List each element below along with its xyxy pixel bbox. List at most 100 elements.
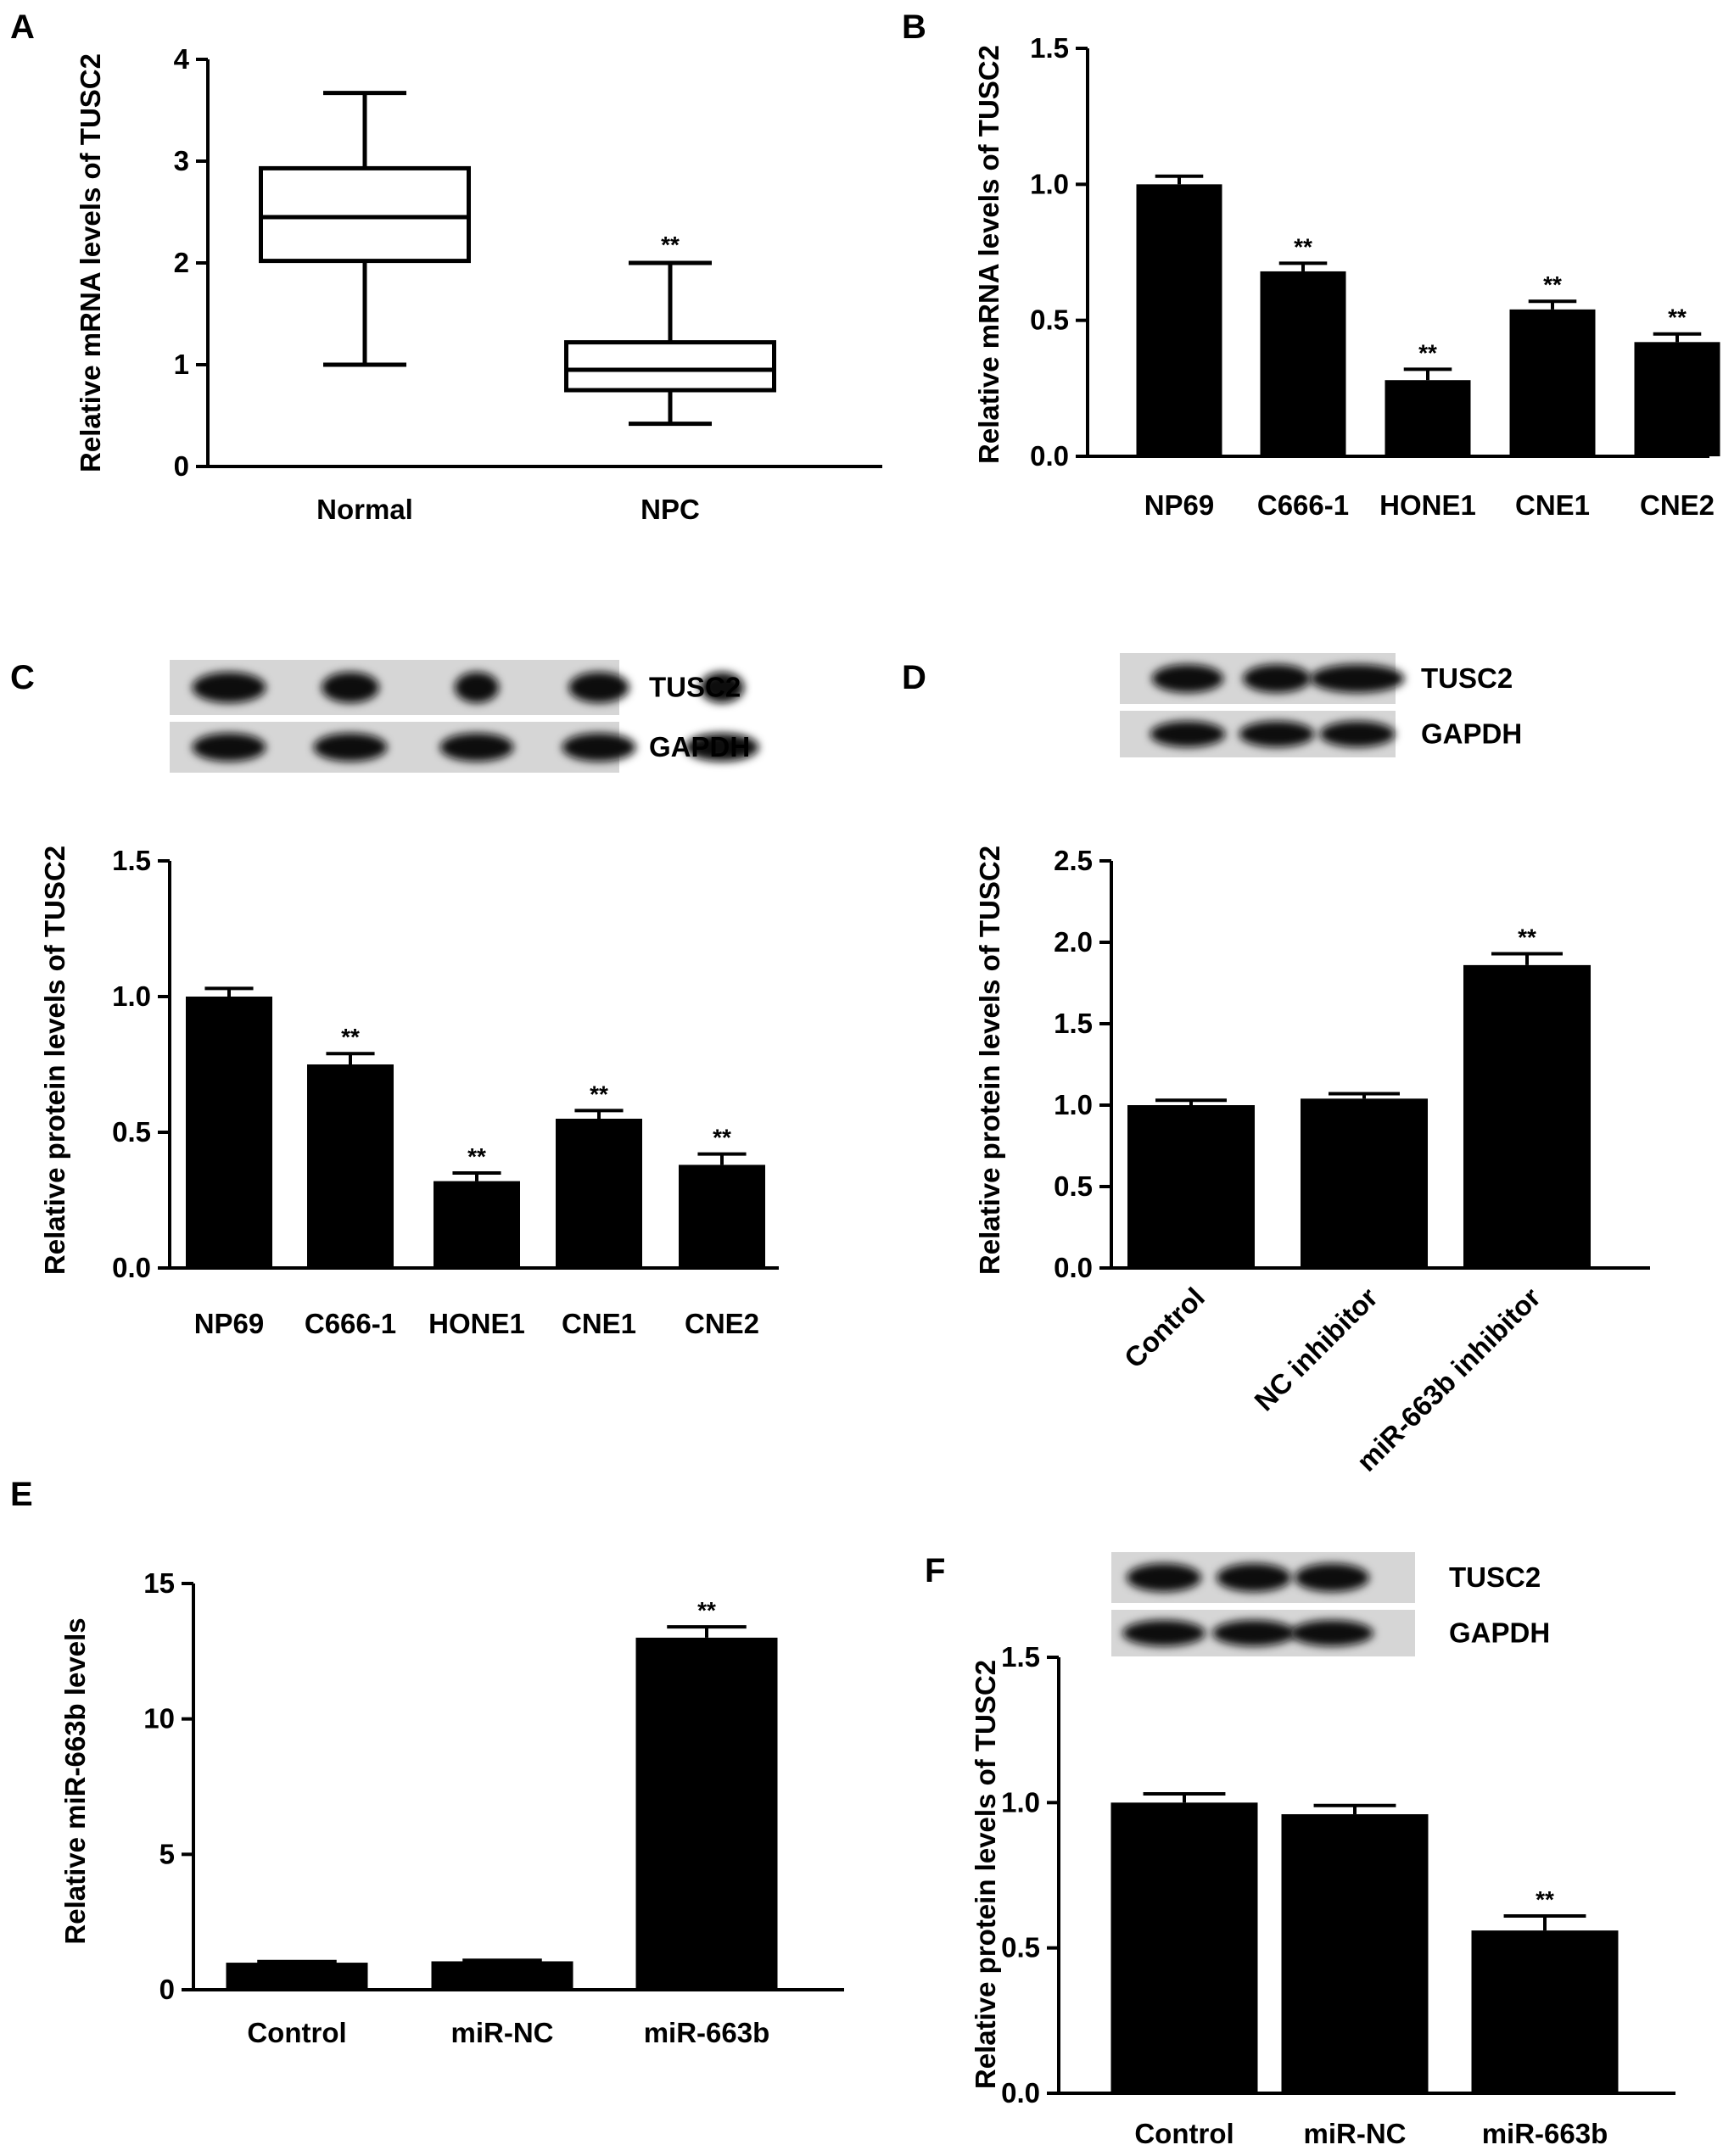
bar-group-0 [186,986,272,1268]
y-axis-label: Relative mRNA levels of TUSC2 [973,45,1004,464]
y-tick-label: 1.5 [1030,32,1069,64]
x-tick-label: Control [1134,2118,1234,2149]
x-tick-label: NC inhibitor [1248,1282,1384,1417]
bar [1301,1098,1428,1268]
x-tick-label: CNE1 [562,1308,636,1339]
blot-band [1126,1563,1202,1592]
bar-group-0 [226,1959,368,1990]
significance-marker: ** [1294,233,1312,260]
significance-marker: ** [1543,271,1562,298]
y-tick-label: 1 [174,349,189,380]
significance-marker: ** [590,1081,608,1107]
x-tick-label: miR-NC [1304,2118,1407,2149]
bar-group-2: ** [1463,924,1591,1268]
y-tick-label: 1.5 [1001,1641,1040,1673]
blot-band [568,672,629,703]
panel-letter: B [902,8,926,46]
x-tick-label: CNE2 [685,1308,759,1339]
x-tick-label: Control [247,2017,346,2048]
bar-group-2: ** [1471,1886,1619,2093]
bar [635,1637,778,1990]
bar-group-0 [1127,1098,1255,1268]
y-tick-label: 0.0 [1001,2077,1040,2109]
y-tick-label: 2.0 [1054,926,1093,958]
bar-group-0 [1110,1792,1258,2093]
bar [556,1119,642,1268]
blot-label-gapdh: GAPDH [649,731,750,762]
panel-letter: A [10,8,35,46]
y-tick-label: 0.0 [112,1252,151,1283]
x-tick-label: C666-1 [1257,489,1349,521]
bar [1385,380,1471,456]
blot-band [1122,1620,1206,1646]
y-axis-label: Relative mRNA levels of TUSC2 [75,53,106,472]
y-tick-label: 0.0 [1030,440,1069,472]
x-tick-label: NP69 [194,1308,265,1339]
bar [1127,1105,1255,1268]
blot-band [1294,1563,1370,1592]
panel-d: D 0.0 0.5 1.0 1.5 2.0 2.5 Relative protein leve… [902,659,1650,1477]
bar-group-4: ** [679,1125,765,1268]
blot-band [313,733,388,762]
y-tick-label: 4 [174,43,190,75]
blot-band [699,672,745,703]
bar [1260,271,1346,456]
panel-letter: D [902,659,926,696]
x-tick-label: miR-NC [451,2017,554,2048]
y-tick-label: 0 [159,1974,175,2005]
bar [226,1963,368,1990]
blot-band [1319,721,1396,747]
bar [1509,309,1596,456]
y-tick-label: 2.5 [1054,845,1093,876]
blot-band [192,672,266,703]
blot-label-tusc2: TUSC2 [1449,1561,1541,1593]
x-tick-label: miR-663b [644,2017,770,2048]
y-tick-label: 10 [143,1703,175,1734]
bar-group-1 [1301,1092,1428,1268]
box-plot-0 [259,91,471,367]
x-tick-label: NPC [641,494,700,525]
blot-band [1150,721,1226,747]
y-axis-label: Relative miR-663b levels [59,1617,91,1944]
bar [434,1181,520,1268]
bar [1110,1802,1258,2093]
x-tick-label: CNE2 [1640,489,1715,521]
y-axis-label: Relative protein levels of TUSC2 [974,846,1005,1275]
blot-band [1239,721,1315,747]
significance-marker: ** [713,1125,731,1151]
blot-band [1290,1620,1373,1646]
x-tick-label: Control [1118,1282,1211,1374]
blot-label-gapdh: GAPDH [1449,1617,1550,1649]
western-blot: TUSC2 GAPDH [1120,653,1522,757]
bar [186,997,272,1268]
bar [431,1961,573,1990]
y-axis-label: Relative protein levels of TUSC2 [39,846,70,1275]
bar [1471,1930,1619,2093]
x-tick-label: miR-663b inhibitor [1351,1282,1547,1477]
blot-band [1216,1563,1292,1592]
panel-b: B 0.0 0.5 1.0 1.5 Relative mRNA levels of TUS… [902,8,1720,521]
significance-marker: ** [467,1143,486,1170]
y-tick-label: 15 [143,1567,175,1599]
bar-group-4: ** [1634,304,1720,456]
x-tick-label: C666-1 [305,1308,396,1339]
panel-a: A 0 1 2 3 4 Relative mRNA levels of TUSC2 Norma… [10,8,882,525]
panel-letter: E [10,1476,33,1513]
box-iqr [259,165,471,264]
y-tick-label: 0.5 [1001,1932,1040,1963]
blot-band [1310,664,1405,693]
y-tick-label: 1.0 [1054,1089,1093,1120]
y-tick-label: 1.5 [112,845,151,876]
blot-label-tusc2: TUSC2 [1421,662,1513,694]
bar [1281,1814,1429,2093]
significance-marker: ** [697,1597,716,1623]
y-tick-label: 5 [159,1838,175,1869]
panel-letter: C [10,659,35,696]
y-tick-label: 1.0 [112,980,151,1012]
blot-band [685,733,759,762]
blot-band [1243,664,1311,693]
blot-band [322,672,379,703]
significance-marker: ** [1668,304,1687,331]
significance-marker: ** [1518,924,1536,950]
